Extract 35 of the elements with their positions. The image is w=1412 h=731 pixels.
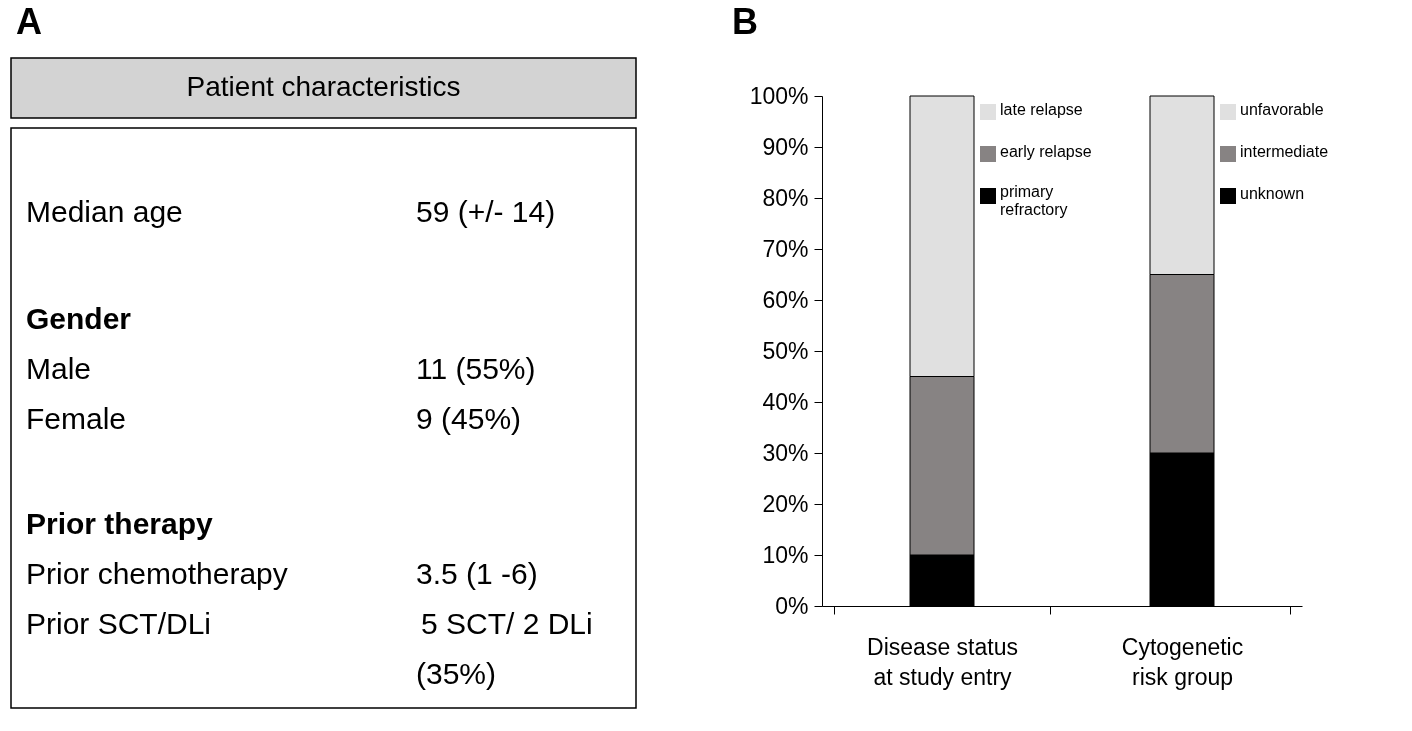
y-tick-label: 30%: [762, 439, 809, 466]
legend-label: early relapse: [1000, 143, 1092, 160]
legend-label: unfavorable: [1240, 101, 1324, 118]
text: Prior therapy: [26, 507, 214, 540]
text: Male: [26, 352, 92, 385]
text: Prior SCT/DLi: [26, 607, 212, 640]
legend-label: late relapse: [1000, 101, 1083, 118]
legend-label: intermediate: [1240, 143, 1329, 160]
legend-label: unknown: [1240, 185, 1305, 202]
x-tick-label: Disease status at study entry: [867, 633, 1018, 690]
text: 3.5 (1 -6): [416, 557, 538, 590]
y-tick-label: 50%: [762, 337, 809, 364]
text: Patient characteristics: [186, 71, 461, 102]
y-tick-label: 90%: [762, 133, 809, 160]
y-tick-label: 70%: [762, 235, 809, 262]
y-tick-label: 0%: [775, 592, 809, 619]
text: Gender: [26, 302, 132, 335]
text: 11 (55%): [416, 352, 536, 385]
y-tick-label: 20%: [762, 490, 809, 517]
x-tick-label: Cytogenetic risk group: [1121, 633, 1244, 690]
legend-label: primary refractory: [1000, 183, 1068, 218]
chart-title: B: [732, 1, 758, 42]
text: Female: [26, 402, 127, 435]
text: 5 SCT/ 2 DLi: [421, 607, 593, 640]
y-tick-label: 100%: [749, 82, 809, 109]
y-tick-label: 40%: [762, 388, 809, 415]
y-tick-label: 60%: [762, 286, 809, 313]
y-tick-label: 10%: [762, 541, 809, 568]
text: 9 (45%): [416, 402, 522, 435]
text: Median age: [26, 195, 183, 228]
text: (35%): [416, 657, 497, 690]
text: A: [16, 1, 42, 42]
text: 59 (+/- 14): [416, 195, 556, 228]
text: Prior chemotherapy: [26, 557, 288, 590]
y-tick-label: 80%: [762, 184, 809, 211]
